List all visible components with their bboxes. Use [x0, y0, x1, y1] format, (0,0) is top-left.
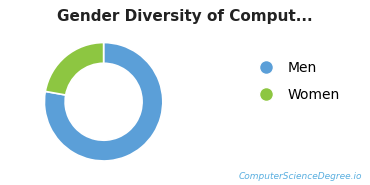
Text: Gender Diversity of Comput...: Gender Diversity of Comput... [57, 9, 313, 24]
Wedge shape [45, 43, 104, 95]
Text: ComputerScienceDegree.io: ComputerScienceDegree.io [239, 172, 363, 181]
Wedge shape [44, 43, 163, 161]
Legend: Men, Women: Men, Women [252, 61, 340, 102]
Text: 77.8%: 77.8% [94, 100, 123, 109]
